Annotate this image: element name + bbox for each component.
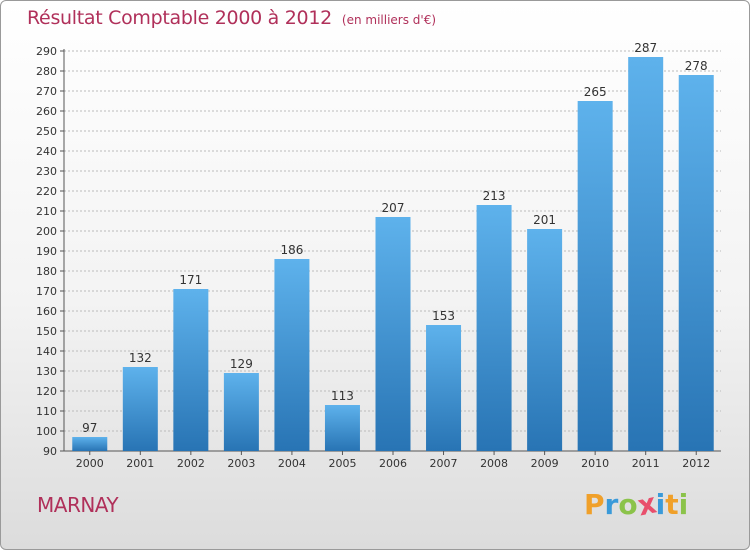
y-tick-label: 200 xyxy=(36,225,57,238)
y-tick-label: 220 xyxy=(36,185,57,198)
bar-2010 xyxy=(577,101,613,451)
chart-title: Résultat Comptable 2000 à 2012 (en millie… xyxy=(27,7,436,29)
x-tick-label-2012: 2012 xyxy=(682,457,710,470)
y-tick-label: 250 xyxy=(36,125,57,138)
logo-letter: t xyxy=(665,488,679,521)
bar-2005 xyxy=(324,405,360,451)
y-tick-label: 140 xyxy=(36,345,57,358)
value-label-2007: 153 xyxy=(432,309,455,323)
bar-2011 xyxy=(628,57,664,451)
bar-2006 xyxy=(375,217,411,451)
y-tick-label: 190 xyxy=(36,245,57,258)
bar-2004 xyxy=(274,259,310,451)
logo-letter: i xyxy=(655,488,666,521)
proxiti-logo: Proxiti xyxy=(584,486,689,522)
chart-subtitle: (en milliers d'€) xyxy=(341,13,437,27)
value-label-2004: 186 xyxy=(280,243,303,257)
value-label-2006: 207 xyxy=(382,201,405,215)
bar-2002 xyxy=(173,289,209,451)
y-tick-label: 270 xyxy=(36,85,57,98)
y-tick-label: 240 xyxy=(36,145,57,158)
labels: 90 100 110 120 130 140 150 160 170 180 190 200 210 22… xyxy=(36,41,710,470)
bar-2008 xyxy=(476,205,512,451)
y-tick-label: 160 xyxy=(36,305,57,318)
y-tick-label: 130 xyxy=(36,365,57,378)
y-tick-label: 290 xyxy=(36,45,57,58)
y-tick-label: 90 xyxy=(43,445,57,458)
value-label-2002: 171 xyxy=(179,273,202,287)
bar-2001 xyxy=(122,367,158,451)
bars xyxy=(72,57,714,451)
x-tick-label-2002: 2002 xyxy=(177,457,205,470)
value-label-2008: 213 xyxy=(483,189,506,203)
bar-2012 xyxy=(678,75,714,451)
town-name: MARNAY xyxy=(37,493,119,517)
value-label-2010: 265 xyxy=(584,85,607,99)
y-tick-label: 210 xyxy=(36,205,57,218)
y-tick-label: 170 xyxy=(36,285,57,298)
value-label-2011: 287 xyxy=(634,41,657,55)
value-label-2012: 278 xyxy=(685,59,708,73)
x-tick-label-2008: 2008 xyxy=(480,457,508,470)
x-tick-label-2005: 2005 xyxy=(328,457,356,470)
y-tick-label: 150 xyxy=(36,325,57,338)
value-label-2009: 201 xyxy=(533,213,556,227)
y-tick-label: 260 xyxy=(36,105,57,118)
x-tick-label-2003: 2003 xyxy=(227,457,255,470)
bar-2000 xyxy=(72,437,108,451)
x-tick-label-2011: 2011 xyxy=(632,457,660,470)
x-tick-label-2007: 2007 xyxy=(430,457,458,470)
y-tick-label: 280 xyxy=(36,65,57,78)
x-tick-label-2006: 2006 xyxy=(379,457,407,470)
y-tick-label: 230 xyxy=(36,165,57,178)
x-tick-label-2004: 2004 xyxy=(278,457,306,470)
value-label-2001: 132 xyxy=(129,351,152,365)
value-label-2000: 97 xyxy=(82,421,97,435)
x-tick-label-2010: 2010 xyxy=(581,457,609,470)
logo-letter: i xyxy=(678,488,689,521)
bar-2009 xyxy=(527,229,563,451)
y-tick-label: 110 xyxy=(36,405,57,418)
x-tick-label-2009: 2009 xyxy=(531,457,559,470)
x-tick-label-2001: 2001 xyxy=(126,457,154,470)
y-tick-label: 120 xyxy=(36,385,57,398)
x-tick-label-2000: 2000 xyxy=(76,457,104,470)
value-label-2003: 129 xyxy=(230,357,253,371)
chart-title-text: Résultat Comptable 2000 à 2012 xyxy=(27,7,332,29)
logo-letter: P xyxy=(584,488,605,521)
bar-2007 xyxy=(426,325,462,451)
bar-2003 xyxy=(223,373,259,451)
y-tick-label: 100 xyxy=(36,425,57,438)
logo-letter: o xyxy=(618,488,638,521)
y-tick-label: 180 xyxy=(36,265,57,278)
logo-letter: r xyxy=(604,488,619,521)
value-label-2005: 113 xyxy=(331,389,354,403)
